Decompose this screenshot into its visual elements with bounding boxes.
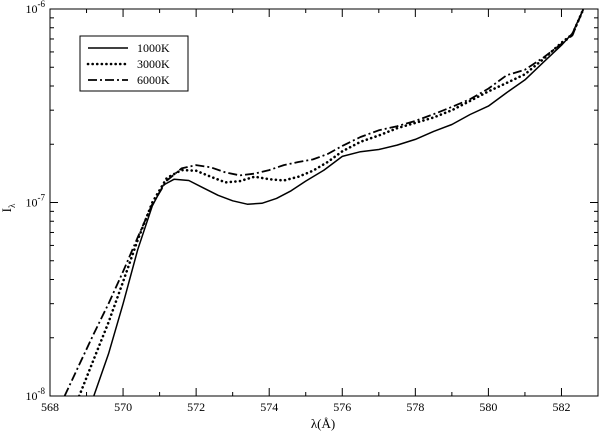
y-tick-label: 10-8 [26,386,46,403]
x-tick-label: 570 [114,400,132,414]
plot-frame [49,8,599,397]
x-tick-label: 582 [552,400,570,414]
series-line-3000K [77,9,585,396]
x-tick-label: 568 [41,400,59,414]
x-tick-label: 580 [479,400,497,414]
y-axis-label-sub: λ [7,203,17,208]
x-tick-label: 578 [406,400,424,414]
series-line-6000K [63,9,585,396]
y-axis-label-main: I [0,208,14,212]
legend-label: 3000K [137,57,170,71]
y-tick-label: 10-7 [26,193,46,210]
series-layer [63,9,585,396]
x-tick-label: 572 [187,400,205,414]
y-tick-label-exponent: -6 [38,0,46,9]
legend: 1000K 3000K 6000K [79,35,189,92]
x-axis-label: λ(Å) [311,416,335,431]
x-tick-label: 576 [333,400,351,414]
y-axis-label: Iλ [0,203,17,212]
y-tick-label: 10-6 [26,0,46,16]
y-tick-label-base: 10 [26,2,38,16]
x-tick-label: 574 [260,400,278,414]
y-tick-label-base: 10 [26,389,38,403]
y-tick-label-exponent: -8 [38,386,46,396]
y-tick-label-base: 10 [26,196,38,210]
legend-label: 6000K [137,73,170,87]
svg-text:Iλ: Iλ [0,203,17,212]
y-tick-label-exponent: -7 [38,193,46,203]
legend-label: 1000K [137,41,170,55]
